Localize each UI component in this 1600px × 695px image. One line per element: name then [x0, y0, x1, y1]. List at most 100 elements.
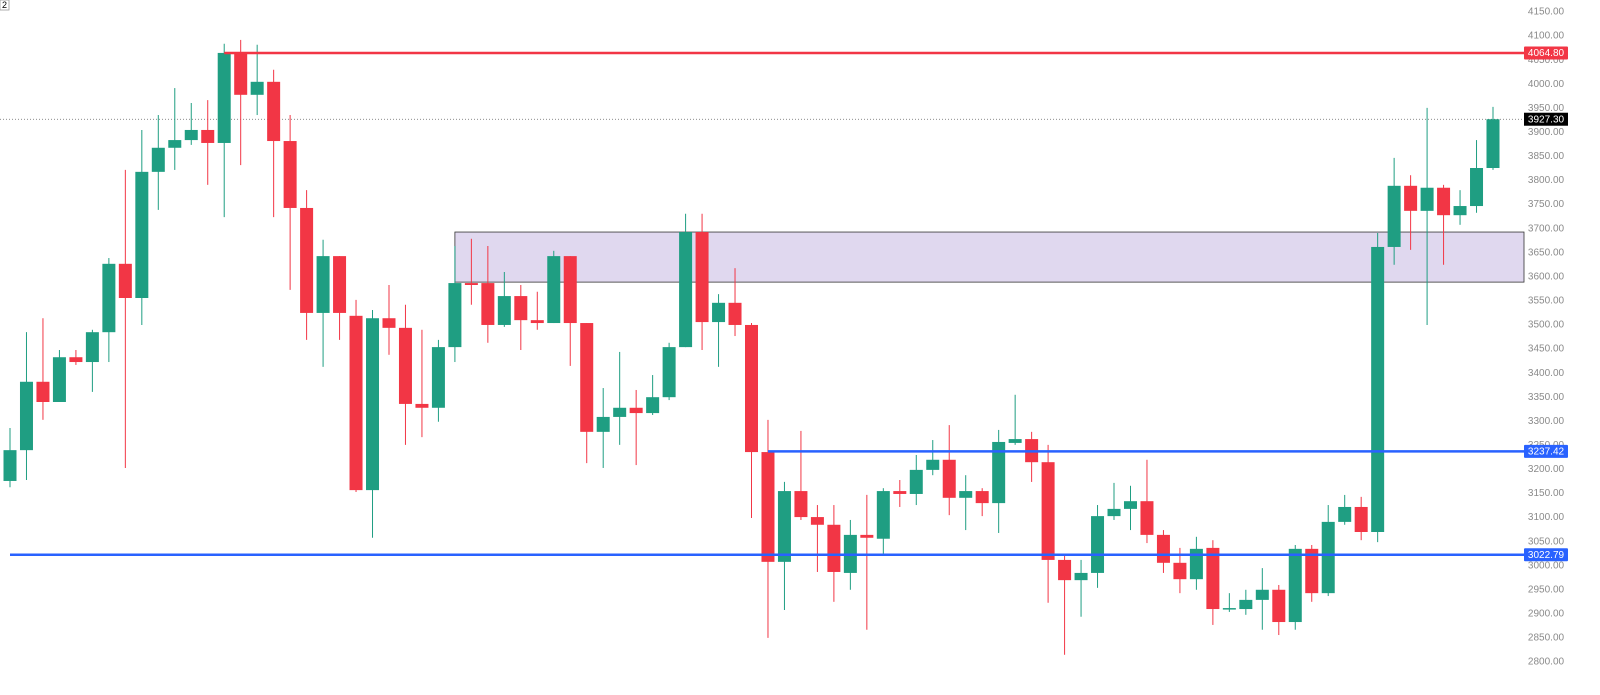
- candle-body: [1486, 119, 1500, 168]
- candle-body: [234, 52, 248, 95]
- candle-body: [514, 296, 528, 321]
- candle-body: [464, 283, 478, 285]
- candle-body: [1189, 548, 1203, 580]
- last-price-label-box: [1524, 112, 1568, 126]
- y-tick-label: 4100.00: [1528, 31, 1565, 42]
- candle-body: [1272, 589, 1286, 623]
- candle-body: [679, 232, 693, 348]
- y-tick-label: 3050.00: [1528, 536, 1565, 547]
- candle-body: [398, 327, 412, 404]
- level-label: 3237.42: [1528, 447, 1565, 458]
- candle-body: [629, 407, 643, 414]
- candle-body: [151, 147, 165, 172]
- candle-body: [1387, 185, 1401, 247]
- candle-body: [415, 403, 429, 408]
- y-tick-label: 4150.00: [1528, 7, 1565, 18]
- candle-body: [876, 491, 890, 539]
- candle-body: [283, 141, 297, 208]
- candle-body: [1305, 548, 1319, 594]
- candle-body: [135, 171, 149, 298]
- candle-body: [3, 450, 17, 481]
- candle-body: [777, 491, 791, 562]
- candle-body: [1058, 559, 1072, 581]
- y-tick-label: 3400.00: [1528, 368, 1565, 379]
- candle-body: [646, 397, 660, 414]
- level-label-box: [1524, 46, 1568, 60]
- level-label: 3022.79: [1528, 550, 1565, 561]
- candle-body: [300, 207, 314, 313]
- candle-body: [1091, 516, 1105, 573]
- candle-body: [1206, 547, 1220, 610]
- candle-body: [794, 491, 808, 518]
- candle-body: [366, 318, 380, 491]
- y-tick-label: 4000.00: [1528, 79, 1565, 90]
- candle-body: [1338, 506, 1352, 522]
- candle-body: [267, 81, 281, 142]
- y-tick-label: 3500.00: [1528, 320, 1565, 331]
- candle-body: [761, 452, 775, 562]
- y-tick-label: 2950.00: [1528, 584, 1565, 595]
- candle-body: [909, 469, 923, 494]
- candle-body: [19, 381, 33, 451]
- y-tick-label: 3650.00: [1528, 247, 1565, 258]
- candle-body: [1288, 548, 1302, 623]
- candle-body: [745, 324, 758, 453]
- y-tick-label: 3450.00: [1528, 344, 1565, 355]
- y-tick-label: 3150.00: [1528, 488, 1565, 499]
- candle-body: [580, 323, 594, 432]
- candle-body: [52, 357, 66, 402]
- candle-body: [1074, 572, 1088, 581]
- y-tick-label: 2850.00: [1528, 633, 1565, 644]
- candle-body: [530, 320, 544, 324]
- candle-body: [1437, 187, 1451, 216]
- candle-body: [1156, 534, 1170, 563]
- candle-body: [810, 517, 824, 525]
- candle-body: [1239, 599, 1253, 610]
- candle-body: [168, 140, 182, 148]
- candle-body: [448, 283, 462, 348]
- candle-body: [333, 256, 347, 313]
- y-tick-label: 3950.00: [1528, 103, 1565, 114]
- candle-body: [36, 381, 50, 402]
- candle-body: [1107, 508, 1121, 517]
- level-label: 4064.80: [1528, 48, 1565, 59]
- candle-body: [1420, 187, 1434, 211]
- zone: [454, 231, 1525, 283]
- candle-body: [926, 459, 940, 470]
- candle-body: [1173, 562, 1187, 580]
- y-tick-label: 3100.00: [1528, 512, 1565, 523]
- candle-body: [497, 296, 511, 325]
- y-tick-label: 3750.00: [1528, 199, 1565, 210]
- y-tick-label: 3550.00: [1528, 296, 1565, 307]
- candle-body: [712, 302, 726, 323]
- candle-body: [382, 318, 396, 328]
- candle-body: [184, 129, 198, 141]
- y-tick-label: 3600.00: [1528, 271, 1565, 282]
- candle-body: [827, 524, 841, 572]
- candle-body: [992, 441, 1006, 504]
- candle-body: [1470, 168, 1484, 207]
- candle-body: [1008, 439, 1022, 443]
- candle-body: [349, 315, 363, 491]
- candle-body: [1354, 506, 1368, 532]
- y-tick-label: 2800.00: [1528, 657, 1565, 668]
- candle-body: [1140, 501, 1154, 535]
- candle-body: [1404, 185, 1418, 211]
- candle-body: [481, 283, 495, 325]
- candle-body: [118, 263, 132, 298]
- candle-body: [431, 347, 445, 408]
- corner-box: [0, 0, 10, 11]
- candle-body: [1371, 246, 1385, 533]
- candle-body: [1123, 501, 1137, 509]
- candle-body: [860, 534, 874, 538]
- y-tick-label: 3200.00: [1528, 464, 1565, 475]
- y-tick-label: 3700.00: [1528, 223, 1565, 234]
- level-label-box: [1524, 444, 1568, 458]
- candle-body: [69, 357, 83, 363]
- candle-body: [563, 256, 577, 324]
- candle-body: [102, 263, 116, 333]
- candle-body: [695, 232, 709, 323]
- candle-body: [85, 332, 99, 363]
- y-tick-label: 4050.00: [1528, 55, 1565, 66]
